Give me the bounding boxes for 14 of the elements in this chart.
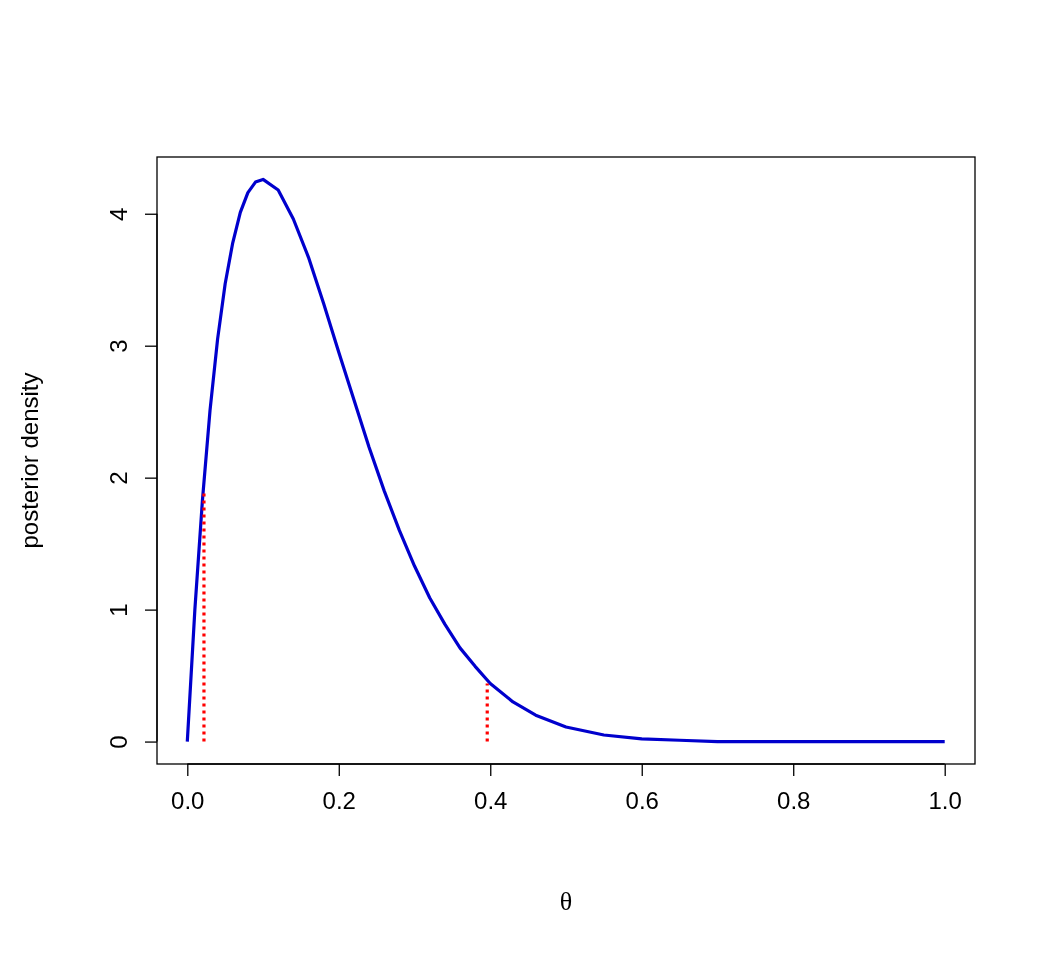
x-tick-label: 0.2 — [322, 787, 356, 815]
x-tick-label: 0.4 — [474, 787, 508, 815]
x-tick-label: 0.8 — [777, 787, 811, 815]
x-axis-title: θ — [559, 887, 573, 916]
y-tick-label: 3 — [105, 339, 133, 353]
y-axis-title: posterior density — [16, 372, 43, 549]
x-tick-label: 1.0 — [928, 787, 962, 815]
y-tick-label: 0 — [105, 735, 133, 749]
x-tick-label: 0.0 — [171, 787, 205, 815]
y-tick-label: 4 — [105, 207, 133, 221]
y-tick-label: 2 — [105, 471, 133, 485]
line-series — [185, 177, 947, 744]
y-tick-label: 1 — [105, 603, 133, 617]
x-tick-label: 0.6 — [625, 787, 659, 815]
